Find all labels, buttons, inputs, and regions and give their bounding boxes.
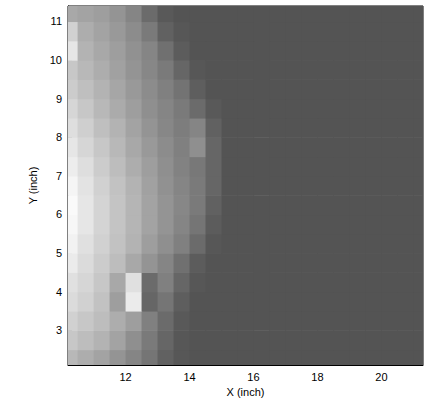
svg-text:7: 7 — [56, 170, 62, 182]
svg-text:18: 18 — [311, 371, 323, 383]
svg-text:5: 5 — [56, 247, 62, 259]
svg-text:6: 6 — [56, 208, 62, 220]
svg-text:3: 3 — [56, 324, 62, 336]
svg-text:16: 16 — [247, 371, 259, 383]
svg-text:4: 4 — [56, 286, 62, 298]
svg-text:8: 8 — [56, 131, 62, 143]
svg-text:X (inch): X (inch) — [227, 386, 265, 398]
svg-text:9: 9 — [56, 93, 62, 105]
svg-text:10: 10 — [50, 54, 62, 66]
svg-text:20: 20 — [375, 371, 387, 383]
svg-text:Y (inch): Y (inch) — [27, 167, 39, 205]
svg-text:12: 12 — [119, 371, 131, 383]
svg-text:14: 14 — [183, 371, 195, 383]
svg-text:11: 11 — [51, 15, 62, 27]
